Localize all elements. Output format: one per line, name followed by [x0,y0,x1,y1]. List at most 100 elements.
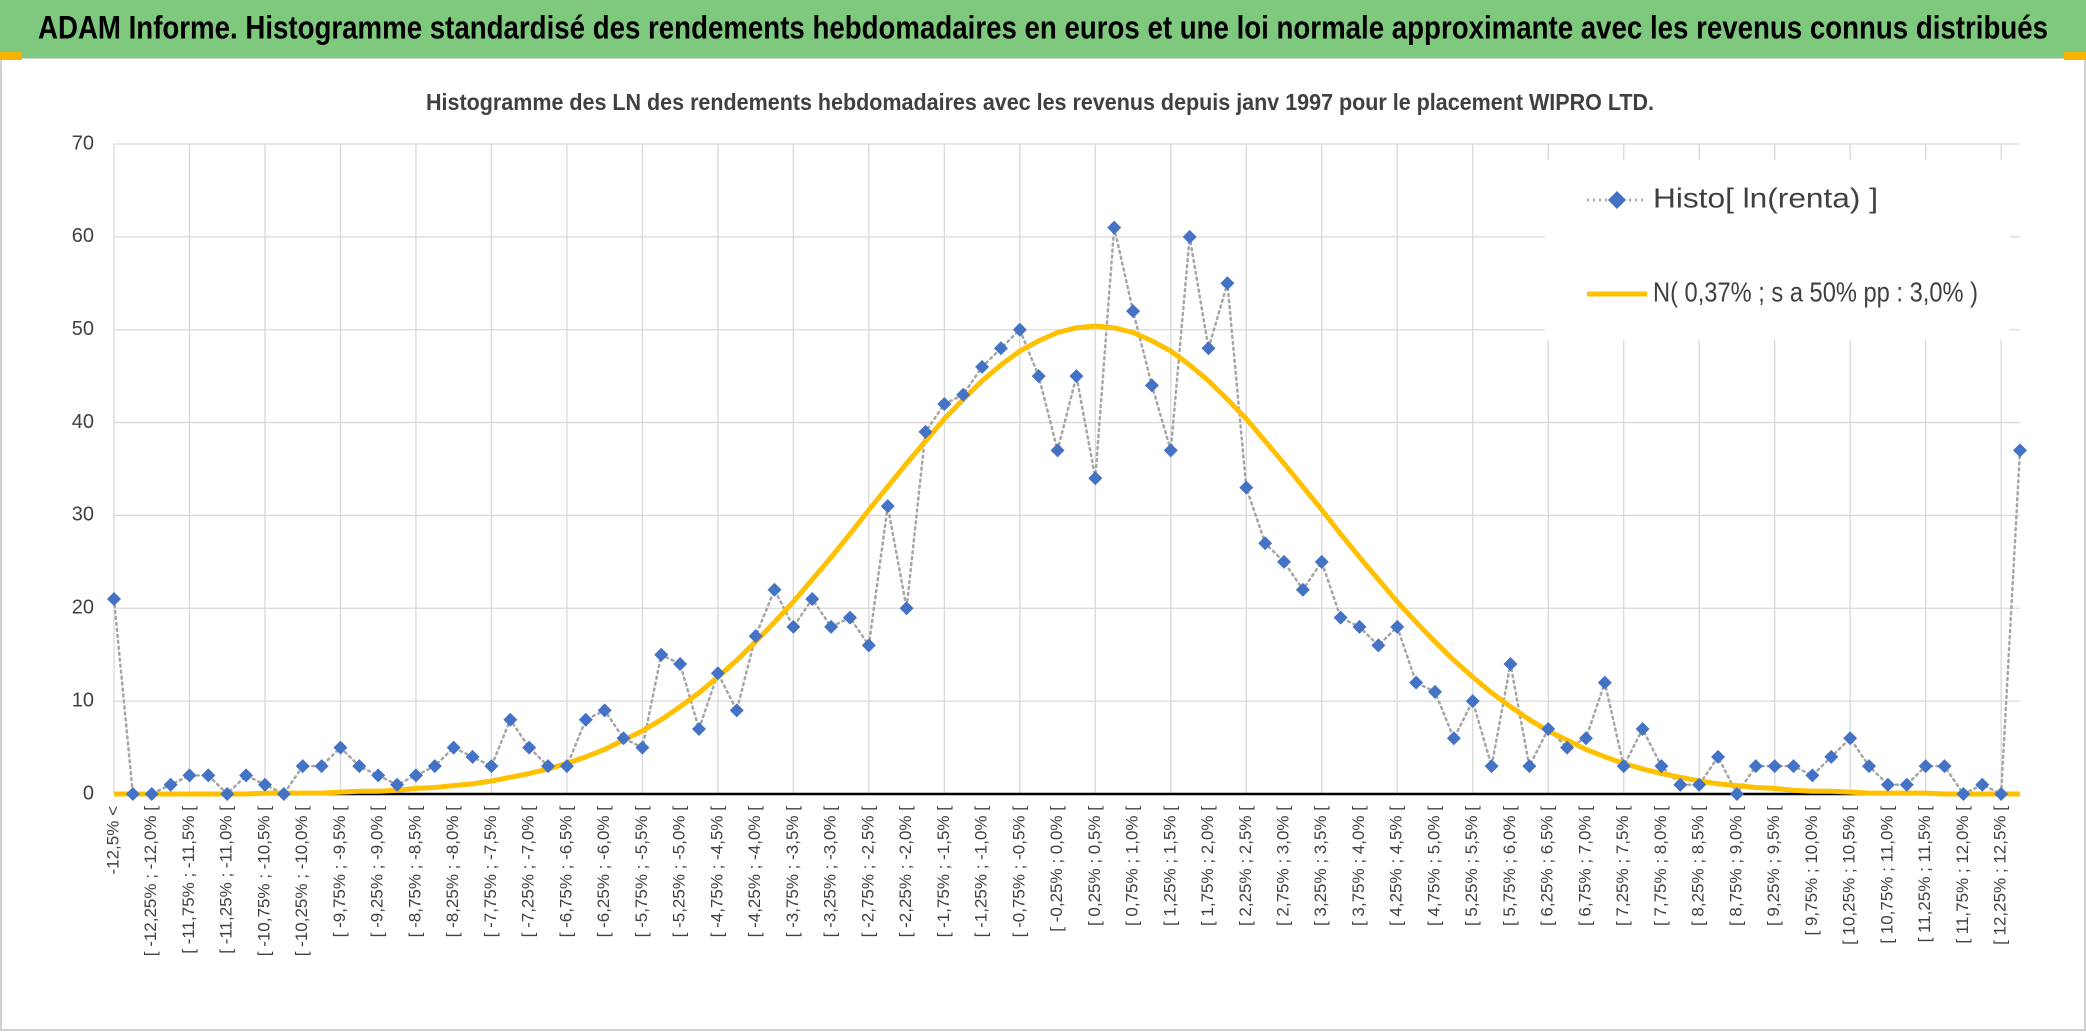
x-tick-label: [ -8,75% ; -8,5% [ [405,806,424,938]
marker [201,768,216,783]
marker [559,759,574,774]
marker [1767,759,1782,774]
marker [710,666,725,681]
marker [1390,619,1405,634]
y-tick-label: 20 [72,597,94,619]
grid: 0 10 20 30 40 50 60 70 -12,5% < [ -12,25% ; -12,0… [72,132,2020,956]
marker [1352,619,1367,634]
header-band [0,0,2086,58]
plot [107,220,2027,801]
x-tick-label: [ 5,75% ; 6,0% [ [1500,806,1519,926]
x-tick-label: [ -9,25% ; -9,0% [ [368,806,387,938]
x-tick-label: [ -4,75% ; -4,5% [ [707,806,726,938]
x-tick-label: [ -10,25% ; -10,0% [ [292,806,311,957]
y-tick-label: 40 [72,411,94,433]
marker [107,592,121,606]
marker [1899,777,1914,792]
marker [1050,443,1065,458]
marker [1654,759,1669,774]
marker [1843,731,1858,746]
marker [144,787,159,801]
marker [1805,768,1820,783]
marker [1918,759,1933,774]
x-tick-label: [ 10,75% ; 11,0% [ [1877,806,1896,944]
x-tick-label: [ -10,75% ; -10,5% [ [254,806,273,957]
x-tick-label: [ -9,75% ; -9,5% [ [330,806,349,938]
x-tick-label: [ -4,25% ; -4,0% [ [745,806,764,938]
marker [1937,759,1952,774]
marker [371,768,386,783]
y-tick-label: 0 [83,782,94,804]
marker [1012,322,1027,337]
marker [597,703,612,718]
marker [1522,759,1537,774]
marker [1748,759,1763,774]
marker [578,712,593,727]
marker [427,759,442,774]
marker [1692,777,1707,792]
marker [861,638,876,653]
x-tick-label: [ -7,25% ; -7,0% [ [519,806,538,938]
y-tick-label: 10 [72,689,94,711]
header-title: ADAM Informe. Histogramme standardisé de… [38,9,2048,45]
x-tick-label: [ 6,25% ; 6,5% [ [1538,806,1557,926]
marker [1975,777,1990,792]
marker [1277,554,1292,569]
marker [1126,304,1141,319]
marker [352,759,367,774]
marker [484,759,499,774]
marker [1616,759,1631,774]
marker [1427,684,1442,699]
marker [220,787,235,801]
marker [1578,731,1593,746]
x-tick-label: [ -6,75% ; -6,5% [ [556,806,575,938]
marker [1258,536,1273,551]
marker [1220,276,1235,291]
x-tick-label: [ -11,75% ; -11,5% [ [179,806,198,954]
marker [635,740,650,755]
marker [1711,749,1726,764]
x-tick-label: [ -3,75% ; -3,5% [ [783,806,802,938]
x-tick-label: -12,5% < [103,806,122,875]
y-tick-label: 70 [72,132,94,154]
marker [673,657,688,671]
marker [1862,759,1877,774]
marker [163,777,178,792]
x-tick-label: [ 2,75% ; 3,0% [ [1274,806,1293,926]
x-tick-label: [ -8,25% ; -8,0% [ [443,806,462,938]
marker [654,647,669,662]
marker [1163,443,1178,458]
marker [1239,480,1254,495]
marker [1144,378,1159,393]
x-tick-label: [ -2,25% ; -2,0% [ [896,806,915,938]
x-tick-label: [ 1,25% ; 1,5% [ [1160,806,1179,926]
marker [880,499,895,514]
marker [956,387,971,402]
x-tick-label: [ -2,75% ; -2,5% [ [858,806,877,938]
corner [2064,52,2086,60]
marker [1541,722,1556,736]
marker [1107,220,1122,235]
marker [1031,369,1046,384]
marker [182,768,197,783]
marker [1446,731,1461,746]
x-tick-label: [ 8,25% ; 8,5% [ [1689,806,1708,926]
x-tick-label: [ 10,25% ; 10,5% [ [1840,806,1859,945]
corner [0,52,22,60]
marker [503,712,518,727]
marker [1729,787,1744,801]
marker [1597,675,1612,690]
x-tick-label: [ -11,25% ; -11,0% [ [217,806,236,954]
legend-marker [1608,191,1626,209]
marker [295,759,310,774]
marker [1560,740,1575,755]
x-tick-label: [ 4,25% ; 4,5% [ [1387,806,1406,926]
marker [1635,722,1650,736]
marker [541,759,556,774]
marker [918,424,933,439]
x-tick-label: [ 3,75% ; 4,0% [ [1349,806,1368,926]
x-tick-label: [ 11,25% ; 11,5% [ [1915,806,1934,943]
x-tick-label: [ 6,75% ; 7,0% [ [1575,806,1594,926]
x-tick-label: [ 7,75% ; 8,0% [ [1651,806,1670,926]
marker [522,740,537,755]
